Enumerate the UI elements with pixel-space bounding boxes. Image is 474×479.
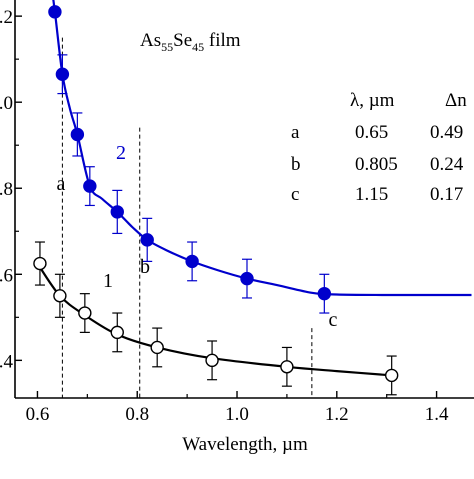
reference-lines — [61, 37, 313, 398]
x-tick-label: 1.0 — [225, 404, 249, 425]
axes — [14, 0, 474, 399]
fit-curves — [36, 0, 472, 377]
data-point-series-1 — [33, 256, 47, 271]
data-point-series-1 — [78, 306, 92, 320]
data-point-series-1 — [150, 340, 164, 355]
data-point-series-1 — [53, 289, 67, 303]
ref-label-a: a — [57, 173, 66, 195]
data-point-series-2 — [240, 271, 254, 286]
labels: Wavelength, µm 2 1 a b c As55Se45 film λ… — [57, 30, 468, 455]
x-tick-label: 0.8 — [125, 404, 149, 425]
table-row-c-label: c — [291, 184, 299, 205]
table-row-a-dn: 0.49 — [430, 122, 463, 143]
ref-label-b: b — [140, 256, 150, 278]
series-2-label: 2 — [116, 142, 126, 164]
y-tick-label: 1.8 — [0, 179, 13, 200]
data-point-series-2 — [70, 127, 85, 142]
x-tick-label: 1.4 — [425, 404, 449, 425]
error-bars — [34, 54, 397, 396]
data-point-series-1 — [110, 325, 124, 340]
table-row-b-lambda: 0.805 — [355, 154, 398, 175]
x-tick-label: 0.6 — [26, 404, 50, 425]
table-row-a-label: a — [291, 122, 300, 143]
data-point-series-2 — [185, 254, 199, 269]
fit-curve-series-2 — [52, 0, 472, 297]
table-row-a-lambda: 0.65 — [355, 122, 388, 143]
table-row-b-dn: 0.24 — [430, 154, 464, 175]
data-point-series-2 — [140, 233, 154, 247]
table-row-c-dn: 0.17 — [430, 184, 463, 205]
data-point-series-1 — [384, 368, 399, 383]
data-point-series-2 — [110, 205, 124, 219]
series-1-label: 1 — [103, 270, 113, 292]
data-point-series-2 — [83, 179, 97, 193]
y-tick-label: 2.2 — [0, 7, 13, 28]
data-point-series-1 — [205, 353, 219, 368]
table-header-lambda: λ, µm — [350, 90, 395, 111]
y-tick-label: 2.0 — [0, 93, 13, 114]
data-point-series-2 — [317, 286, 332, 301]
y-tick-label: 1.4 — [0, 351, 14, 372]
ticks: 0.6 0.8 1.0 1.2 1.4 1.4 1.6 1.8 2.0 2.2 — [0, 7, 449, 425]
data-point-series-1 — [280, 360, 294, 374]
y-tick-label: 1.6 — [0, 265, 13, 286]
data-point-series-2 — [55, 67, 70, 81]
x-tick-label: 1.2 — [325, 404, 349, 425]
film-label: As55Se45 film — [140, 30, 241, 54]
table-header-dn: Δn — [445, 90, 467, 111]
data-point-series-2 — [48, 5, 62, 19]
table-row-b-label: b — [291, 154, 301, 175]
x-axis-label: Wavelength, µm — [182, 434, 308, 455]
table-row-c-lambda: 1.15 — [355, 184, 388, 205]
data-points — [33, 5, 399, 383]
ref-label-c: c — [329, 309, 338, 331]
